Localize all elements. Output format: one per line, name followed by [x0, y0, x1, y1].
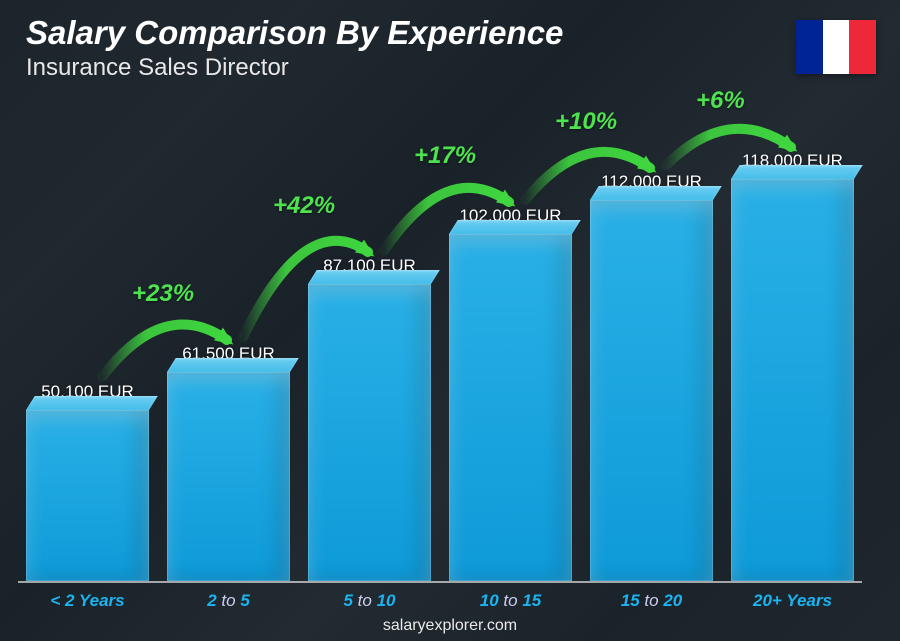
bar-group: 61,500 EUR — [167, 344, 290, 581]
footer-attribution: salaryexplorer.com — [0, 617, 900, 635]
bar — [167, 372, 290, 581]
category-label: 5 to 10 — [308, 591, 431, 611]
category-label: < 2 Years — [26, 591, 149, 611]
percent-increase-label: +23% — [132, 280, 194, 308]
percent-increase-label: +10% — [555, 108, 617, 136]
category-label: 15 to 20 — [590, 591, 713, 611]
bar-chart: 50,100 EUR61,500 EUR87,100 EUR102,000 EU… — [18, 127, 862, 583]
x-axis-categories: < 2 Years 2 to 5 5 to 10 10 to 15 15 to 20 20… — [18, 591, 862, 611]
chart-subtitle: Insurance Sales Director — [26, 54, 563, 82]
country-flag-france — [796, 20, 876, 74]
percent-increase-label: +6% — [696, 87, 745, 115]
chart-header: Salary Comparison By Experience Insuranc… — [26, 14, 563, 82]
flag-stripe-white — [823, 20, 850, 74]
bar — [449, 234, 572, 581]
bar — [308, 284, 431, 581]
bar-group: 87,100 EUR — [308, 256, 431, 581]
flag-stripe-blue — [796, 20, 823, 74]
bar — [590, 200, 713, 582]
category-label: 2 to 5 — [167, 591, 290, 611]
flag-stripe-red — [849, 20, 876, 74]
chart-title: Salary Comparison By Experience — [26, 14, 563, 52]
bar-group: 102,000 EUR — [449, 206, 572, 581]
bar — [26, 410, 149, 581]
percent-increase-label: +42% — [273, 192, 335, 220]
bar-group: 112,000 EUR — [590, 172, 713, 582]
category-label: 10 to 15 — [449, 591, 572, 611]
percent-increase-label: +17% — [414, 142, 476, 170]
bar — [731, 179, 854, 581]
bar-group: 50,100 EUR — [26, 382, 149, 581]
category-label: 20+ Years — [731, 591, 854, 611]
bar-group: 118,000 EUR — [731, 151, 854, 581]
